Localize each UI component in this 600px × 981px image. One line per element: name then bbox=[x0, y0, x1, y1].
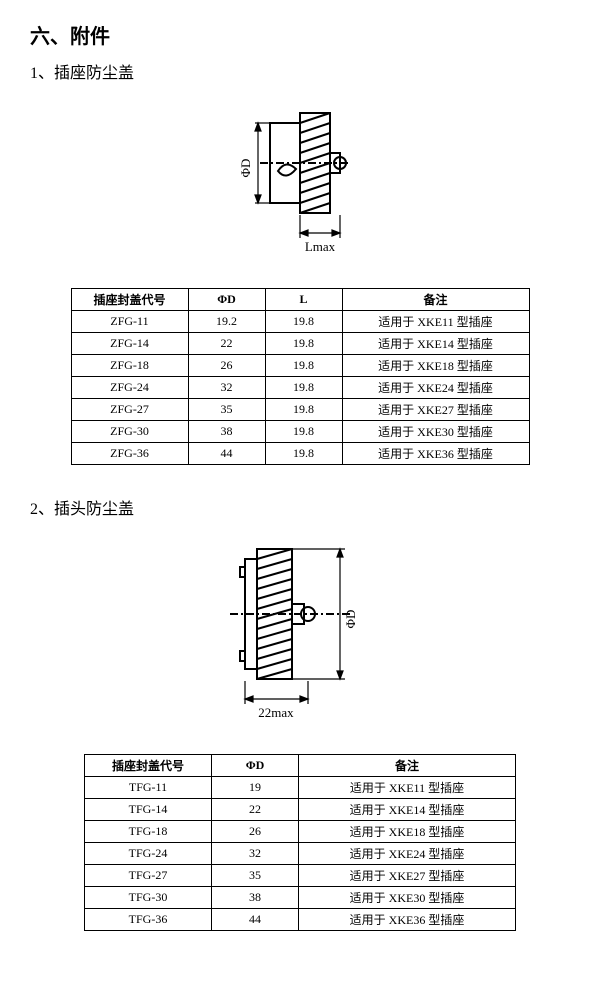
table-row: ZFG-243219.8适用于 XKE24 型插座 bbox=[71, 377, 529, 399]
dim-l-label: Lmax bbox=[305, 239, 336, 254]
table-header: 插座封盖代号 bbox=[85, 755, 212, 777]
table-cell: TFG-11 bbox=[85, 777, 212, 799]
table-cell: 适用于 XKE24 型插座 bbox=[299, 843, 516, 865]
table-cell: 适用于 XKE11 型插座 bbox=[342, 311, 529, 333]
table-cell: 22 bbox=[188, 333, 265, 355]
table-cell: 38 bbox=[188, 421, 265, 443]
table-cell: ZFG-30 bbox=[71, 421, 188, 443]
table-cell: 35 bbox=[212, 865, 299, 887]
section1-table: 插座封盖代号ΦDL备注ZFG-1119.219.8适用于 XKE11 型插座ZF… bbox=[71, 288, 530, 465]
table-cell: 19.8 bbox=[265, 421, 342, 443]
table-cell: 32 bbox=[188, 377, 265, 399]
table-header: ΦD bbox=[212, 755, 299, 777]
table-cell: 适用于 XKE27 型插座 bbox=[299, 865, 516, 887]
table-row: ZFG-182619.8适用于 XKE18 型插座 bbox=[71, 355, 529, 377]
table-row: TFG-1119适用于 XKE11 型插座 bbox=[85, 777, 516, 799]
table-cell: 适用于 XKE14 型插座 bbox=[342, 333, 529, 355]
table-cell: 适用于 XKE18 型插座 bbox=[342, 355, 529, 377]
table-row: ZFG-364419.8适用于 XKE36 型插座 bbox=[71, 443, 529, 465]
table-cell: ZFG-11 bbox=[71, 311, 188, 333]
table-cell: 19.8 bbox=[265, 399, 342, 421]
table-cell: 适用于 XKE36 型插座 bbox=[342, 443, 529, 465]
section1-diagram: ΦD Lmax bbox=[30, 93, 570, 268]
table-row: TFG-2432适用于 XKE24 型插座 bbox=[85, 843, 516, 865]
table-cell: TFG-14 bbox=[85, 799, 212, 821]
table-header: ΦD bbox=[188, 289, 265, 311]
table-row: ZFG-273519.8适用于 XKE27 型插座 bbox=[71, 399, 529, 421]
table-row: TFG-3644适用于 XKE36 型插座 bbox=[85, 909, 516, 931]
table-cell: 19.2 bbox=[188, 311, 265, 333]
table-cell: 44 bbox=[188, 443, 265, 465]
table-cell: 适用于 XKE24 型插座 bbox=[342, 377, 529, 399]
table-cell: ZFG-18 bbox=[71, 355, 188, 377]
table-header: 插座封盖代号 bbox=[71, 289, 188, 311]
table-cell: TFG-18 bbox=[85, 821, 212, 843]
table-cell: 适用于 XKE30 型插座 bbox=[299, 887, 516, 909]
table-header: 备注 bbox=[299, 755, 516, 777]
table-header: L bbox=[265, 289, 342, 311]
table-cell: 19.8 bbox=[265, 333, 342, 355]
section1-heading: 1、插座防尘盖 bbox=[30, 59, 570, 83]
table-cell: ZFG-36 bbox=[71, 443, 188, 465]
table-cell: 44 bbox=[212, 909, 299, 931]
table-cell: 26 bbox=[212, 821, 299, 843]
table-cell: TFG-24 bbox=[85, 843, 212, 865]
table-cell: 19.8 bbox=[265, 355, 342, 377]
table-row: ZFG-1119.219.8适用于 XKE11 型插座 bbox=[71, 311, 529, 333]
section2-table: 插座封盖代号ΦD备注TFG-1119适用于 XKE11 型插座TFG-1422适… bbox=[84, 754, 516, 931]
dim-d-label: ΦD bbox=[238, 159, 253, 178]
table-cell: TFG-36 bbox=[85, 909, 212, 931]
table-cell: 26 bbox=[188, 355, 265, 377]
table-cell: 35 bbox=[188, 399, 265, 421]
table-cell: 适用于 XKE36 型插座 bbox=[299, 909, 516, 931]
table-row: ZFG-303819.8适用于 XKE30 型插座 bbox=[71, 421, 529, 443]
table-cell: 适用于 XKE27 型插座 bbox=[342, 399, 529, 421]
table-row: TFG-3038适用于 XKE30 型插座 bbox=[85, 887, 516, 909]
table-cell: ZFG-24 bbox=[71, 377, 188, 399]
table-cell: 适用于 XKE14 型插座 bbox=[299, 799, 516, 821]
table-cell: TFG-27 bbox=[85, 865, 212, 887]
table-cell: 19.8 bbox=[265, 311, 342, 333]
table-row: TFG-2735适用于 XKE27 型插座 bbox=[85, 865, 516, 887]
dim-l-label-2: 22max bbox=[258, 705, 294, 720]
table-cell: 19 bbox=[212, 777, 299, 799]
dim-d-label-2: ΦD bbox=[343, 610, 358, 629]
table-cell: 38 bbox=[212, 887, 299, 909]
table-cell: 22 bbox=[212, 799, 299, 821]
page-title: 六、附件 bbox=[30, 20, 570, 49]
table-cell: 适用于 XKE30 型插座 bbox=[342, 421, 529, 443]
table-cell: 19.8 bbox=[265, 377, 342, 399]
table-header: 备注 bbox=[342, 289, 529, 311]
table-cell: 19.8 bbox=[265, 443, 342, 465]
table-cell: 适用于 XKE11 型插座 bbox=[299, 777, 516, 799]
table-cell: 32 bbox=[212, 843, 299, 865]
table-cell: 适用于 XKE18 型插座 bbox=[299, 821, 516, 843]
table-cell: ZFG-27 bbox=[71, 399, 188, 421]
table-row: TFG-1826适用于 XKE18 型插座 bbox=[85, 821, 516, 843]
table-row: TFG-1422适用于 XKE14 型插座 bbox=[85, 799, 516, 821]
table-cell: ZFG-14 bbox=[71, 333, 188, 355]
section2-diagram: ΦD 22max bbox=[30, 529, 570, 734]
table-cell: TFG-30 bbox=[85, 887, 212, 909]
table-row: ZFG-142219.8适用于 XKE14 型插座 bbox=[71, 333, 529, 355]
section2-heading: 2、插头防尘盖 bbox=[30, 495, 570, 519]
